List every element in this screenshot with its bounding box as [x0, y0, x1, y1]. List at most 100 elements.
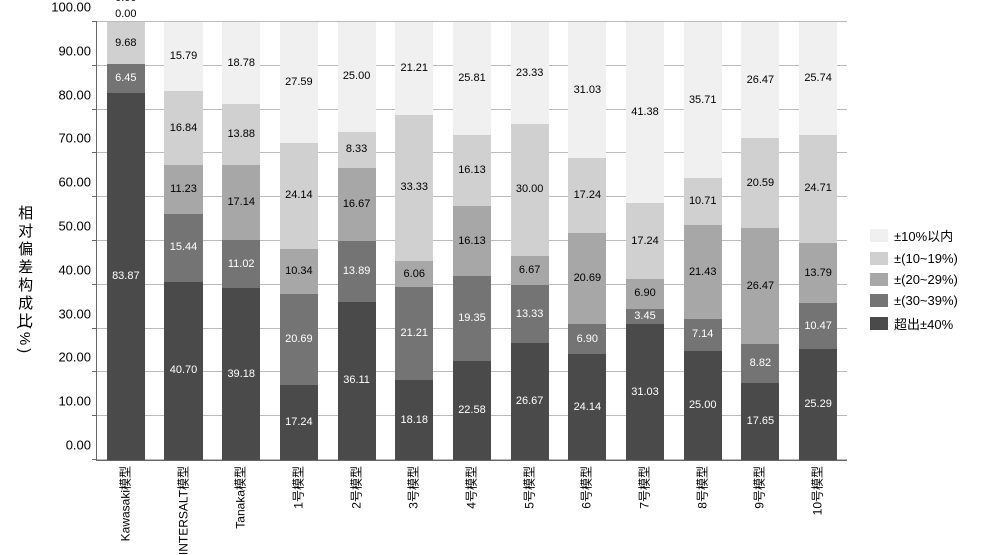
bar-segment-p40: 6.90 — [568, 324, 606, 354]
bar-segment-p40p: 17.65 — [741, 383, 779, 460]
segment-value-label: 15.79 — [170, 51, 198, 62]
bar-slot: 24.146.9020.6917.2431.03 — [559, 22, 617, 460]
bar-segment-p40p: 31.03 — [626, 324, 664, 460]
segment-value-label: 3.45 — [634, 311, 655, 322]
bar-segment-p40: 11.02 — [222, 240, 260, 288]
y-tick-label: 30.00 — [58, 306, 91, 321]
segment-value-label: 39.18 — [227, 369, 255, 380]
x-tick-label: INTERSALT模型 — [154, 466, 212, 546]
bar-segment-p10: 35.71 — [684, 22, 722, 178]
bar-segment-p10: 15.79 — [164, 22, 202, 91]
y-tick-label: 100.00 — [51, 0, 91, 15]
x-tick-label: 5号模型 — [500, 466, 558, 546]
y-tick-label: 70.00 — [58, 131, 91, 146]
bar-segment-p40p: 22.58 — [453, 361, 491, 460]
bar-segment-p40: 15.44 — [164, 214, 202, 282]
segment-value-label: 26.67 — [516, 396, 544, 407]
segment-value-label: 31.03 — [631, 387, 659, 398]
segment-value-label: 35.71 — [689, 95, 717, 106]
bar-segment-p30: 11.23 — [164, 165, 202, 214]
segment-value-label: 25.74 — [804, 73, 832, 84]
bar-segment-p30: 17.14 — [222, 165, 260, 240]
segment-value-label: 10.71 — [689, 196, 717, 207]
bar-slot: 22.5819.3516.1316.1325.81 — [443, 22, 501, 460]
bar-segment-p20: 33.33 — [395, 115, 433, 261]
y-tick-label: 80.00 — [58, 87, 91, 102]
legend-label: ±10%以内 — [894, 226, 953, 245]
bar-segment-p10: 23.33 — [511, 22, 549, 124]
y-tick-label: 40.00 — [58, 262, 91, 277]
bar-segment-p40: 8.82 — [741, 344, 779, 383]
bar-segment-p40: 13.33 — [511, 285, 549, 343]
legend-item-p40: ±(30~39%) — [870, 293, 958, 308]
bar: 39.1811.0217.1413.8818.78 — [222, 22, 260, 460]
bar-segment-p30: 16.13 — [453, 206, 491, 277]
x-tick-label: 1号模型 — [269, 466, 327, 546]
segment-value-label: 7.14 — [692, 329, 713, 340]
legend-item-p40p: 超出±40% — [870, 314, 958, 333]
segment-value-label: 0.00 — [115, 7, 136, 22]
y-axis-title: 相对偏差构成比(%) — [8, 205, 40, 349]
bar-segment-p20: 30.00 — [511, 124, 549, 255]
segment-value-label: 13.89 — [343, 266, 371, 277]
x-tick-label: 10号模型 — [788, 466, 846, 546]
bar-segment-p30: 13.79 — [799, 243, 837, 303]
bar-segment-p20: 16.84 — [164, 91, 202, 165]
x-tick-label: 7号模型 — [615, 466, 673, 546]
y-tick-label: 60.00 — [58, 175, 91, 190]
legend-label: 超出±40% — [894, 314, 953, 333]
legend-label: ±(30~39%) — [894, 293, 958, 308]
x-tick-label: 9号模型 — [731, 466, 789, 546]
segment-value-label: 13.79 — [804, 268, 832, 279]
y-tick-label: 50.00 — [58, 219, 91, 234]
segment-value-label: 17.24 — [285, 417, 313, 428]
y-tick-label: 90.00 — [58, 43, 91, 58]
bar-slot: 17.658.8226.4720.5926.47 — [732, 22, 790, 460]
legend-swatch — [870, 229, 888, 242]
segment-value-label: 21.21 — [401, 63, 429, 74]
x-tick-label: 2号模型 — [327, 466, 385, 546]
segment-value-label: 24.71 — [804, 183, 832, 194]
bar-slot: 39.1811.0217.1413.8818.78 — [212, 22, 270, 460]
bar-segment-p20: 24.71 — [799, 135, 837, 243]
segment-value-label: 40.70 — [170, 365, 198, 376]
segment-value-label: 25.00 — [343, 71, 371, 82]
bar: 25.007.1421.4310.7135.71 — [684, 22, 722, 460]
segment-value-label: 22.58 — [458, 405, 486, 416]
bar-segment-p40: 10.47 — [799, 303, 837, 349]
bar-segment-p20: 24.14 — [280, 143, 318, 249]
segment-value-label: 33.33 — [401, 182, 429, 193]
bar-segment-p10: 21.21 — [395, 22, 433, 115]
x-tick-label: 4号模型 — [442, 466, 500, 546]
segment-value-label: 8.33 — [346, 144, 367, 155]
segment-value-label: 15.44 — [170, 242, 198, 253]
bar-segment-p40: 21.21 — [395, 287, 433, 380]
x-tick-label: 3号模型 — [384, 466, 442, 546]
segment-value-label: 6.06 — [404, 269, 425, 280]
bars-container: 83.876.459.680.000.0040.7015.4411.2316.8… — [97, 22, 847, 460]
bar-segment-p40: 7.14 — [684, 319, 722, 350]
legend-item-p10: ±10%以内 — [870, 226, 958, 245]
bar-segment-p40: 13.89 — [338, 241, 376, 302]
segment-value-label: 0.00 — [115, 0, 136, 7]
segment-value-label: 24.14 — [574, 402, 602, 413]
segment-value-label: 25.00 — [689, 400, 717, 411]
bar-segment-p10: 25.81 — [453, 22, 491, 135]
segment-value-label: 17.24 — [631, 236, 659, 247]
bar-segment-p40p: 25.00 — [684, 351, 722, 461]
bar-segment-p40p: 17.24 — [280, 385, 318, 461]
segment-value-label: 21.21 — [401, 328, 429, 339]
bar-segment-p10: 41.38 — [626, 22, 664, 203]
bar-segment-p30: 6.06 — [395, 261, 433, 288]
bar-segment-p40p: 40.70 — [164, 282, 202, 460]
segment-value-label: 6.90 — [577, 334, 598, 345]
bar-segment-p40p: 36.11 — [338, 302, 376, 460]
segment-value-label: 26.47 — [747, 281, 775, 292]
bar-segment-p20: 9.68 — [107, 22, 145, 64]
bar-segment-p40: 20.69 — [280, 294, 318, 385]
segment-value-label: 17.14 — [227, 197, 255, 208]
segment-value-label: 36.11 — [343, 375, 370, 386]
segment-value-label: 27.59 — [285, 77, 313, 88]
segment-value-label: 13.33 — [516, 309, 544, 320]
x-tick-label: 6号模型 — [558, 466, 616, 546]
